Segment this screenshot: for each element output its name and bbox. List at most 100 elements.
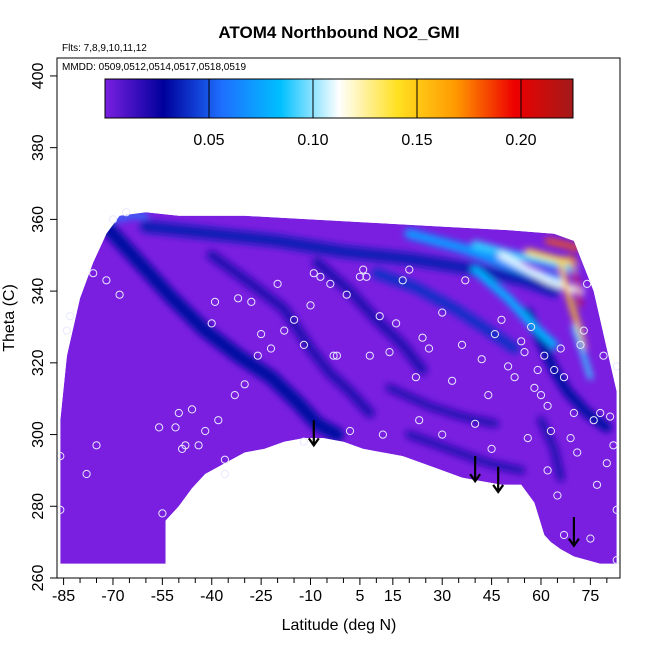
x-tick-label: 75 [581,588,599,605]
observation-point [181,441,190,450]
plot-frame [56,57,621,579]
field-background [60,212,617,564]
arrows [307,420,580,548]
arrow-marker [307,420,320,448]
x-tick-label: 5 [355,588,364,605]
observation-point [62,326,72,335]
y-tick-label: 320 [30,349,47,376]
observation-point [536,391,546,400]
observation-point [546,426,556,436]
observation-point [392,319,401,328]
y-tick-label: 300 [30,421,47,448]
observation-point [527,322,536,332]
x-tick-label: 30 [433,588,451,605]
y-tick-label: 400 [30,62,47,89]
observation-point [487,444,496,453]
arrow-marker [469,456,482,484]
observation-point [599,351,608,360]
observation-point [240,380,249,389]
observation-point [592,480,602,489]
observation-point [484,391,493,400]
colorbar [104,78,574,119]
observation-point [533,365,542,375]
observation-point [299,437,308,446]
observation-point [108,215,118,224]
observation-point [448,376,457,385]
observation-point [504,362,513,371]
x-tick-label: -10 [299,588,322,605]
observation-point [438,430,447,439]
observation-point [609,441,618,450]
observation-point [220,469,229,479]
field-feature [385,383,499,428]
observation-point [583,279,592,288]
field-feature [524,248,577,266]
observation-point [220,455,229,464]
observation-point [273,279,282,288]
field-feature [139,220,561,298]
observation-point [559,373,569,382]
colorbar-ticks: 0.05 0.10 0.15 0.20 [193,79,537,149]
observation-point [329,351,338,360]
observation-point [589,416,598,425]
field-feature [405,430,526,475]
observation-point [345,426,355,436]
observation-point [612,362,621,371]
observation-point [82,469,91,479]
observation-point [405,265,414,274]
observation-point [477,355,486,364]
observation-point [171,423,180,432]
field-feature [498,251,584,295]
observation-point [214,416,223,425]
field-feature [558,259,587,351]
observation-point [517,337,526,346]
observation-point [174,408,183,418]
y-axis-label: Theta (C) [1,284,18,352]
observation-point [326,279,335,288]
y-tick-label: 260 [30,565,47,592]
chart-title: ATOM4 Northbound NO2_GMI [218,23,459,42]
x-tick-label: -25 [250,588,273,605]
observation-point [415,416,424,425]
y-tick-label: 280 [30,493,47,520]
field-feature [206,250,375,418]
x-tick-label: -70 [101,588,124,605]
observation-point [158,509,167,518]
observation-point [290,315,299,324]
colorbar-tick-label: 0.10 [297,132,328,149]
x-tick-label: 60 [532,588,550,605]
observation-point [573,448,582,457]
observation-point [579,326,588,335]
observation-point [365,351,374,360]
observation-point [378,430,387,439]
observation-point [201,426,210,436]
observation-point [497,315,506,324]
observation-point [306,301,315,310]
y-tick-label: 340 [30,278,47,305]
observation-point [362,272,371,281]
observation-point [89,269,98,278]
observation-point [566,434,575,443]
observation-point [586,534,595,543]
field-feature [545,238,580,251]
observation-point [559,530,569,540]
field-feature [312,257,428,375]
observation-point [540,351,549,360]
observation-point [606,412,615,421]
observation-point [355,272,364,281]
field-feature [522,307,612,433]
observation-point [253,351,262,360]
observation-point [550,365,559,375]
observation-point [398,276,407,285]
x-tick-label: -85 [52,588,75,605]
observation-point [438,308,447,317]
observation-point [92,441,101,450]
x-tick-label: 15 [384,588,402,605]
arrow-marker [492,466,505,494]
colorbar-tick-label: 0.05 [193,132,224,149]
observation-point [207,319,216,328]
observation-point [247,297,256,306]
observation-point [553,491,562,500]
observation-points [56,208,621,565]
